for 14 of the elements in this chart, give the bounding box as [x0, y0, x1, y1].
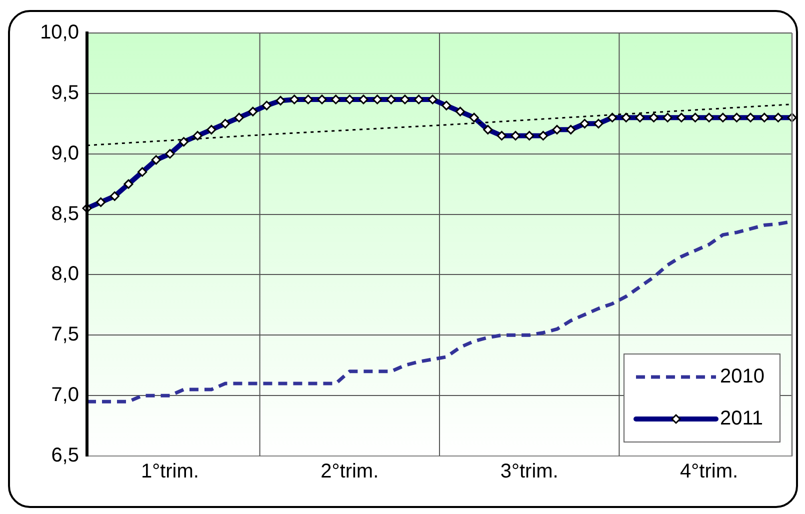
y-tick-label: 9,5: [51, 82, 79, 104]
y-tick-label: 8,0: [51, 263, 79, 286]
y-tick-label: 10,0: [40, 22, 79, 44]
y-tick-label: 7,5: [51, 324, 79, 346]
legend-label: 2011: [720, 408, 764, 430]
legend-label: 2010: [720, 366, 764, 388]
y-tick-label: 8,5: [51, 202, 79, 225]
y-tick-label: 9,0: [51, 142, 79, 164]
y-tick-label: 6,5: [51, 444, 79, 467]
x-tick-label: 1°trim.: [140, 460, 199, 483]
y-tick-label: 7,0: [51, 384, 79, 406]
x-tick-label: 3°trim.: [500, 460, 558, 483]
x-tick-label: 4°trim.: [680, 460, 738, 483]
x-tick-label: 2°trim.: [320, 460, 379, 483]
